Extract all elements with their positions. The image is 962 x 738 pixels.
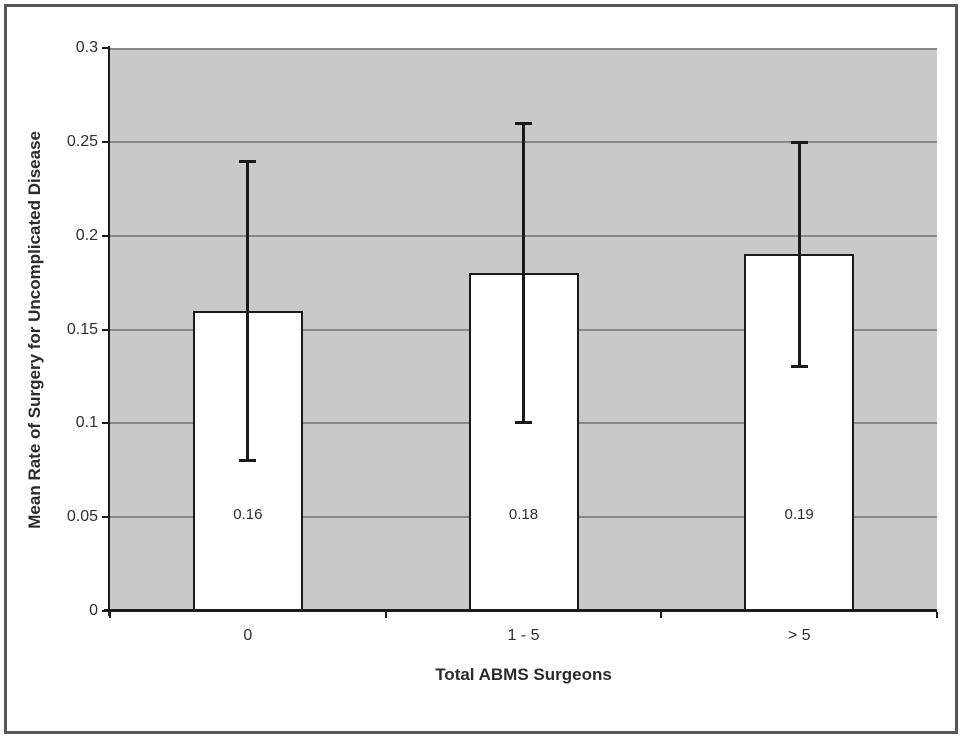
y-tick-label-0.1: 0.1 xyxy=(75,414,98,432)
y-tick-mark-0.3 xyxy=(102,47,110,49)
error-cap-low-> 5 xyxy=(790,365,808,369)
bar-value-label-0.18: 0.18 xyxy=(508,506,539,524)
x-tick-mark-1 xyxy=(384,612,387,618)
x-tick-mark-2 xyxy=(660,612,663,618)
error-bar-0 xyxy=(246,160,250,461)
y-tick-mark-0.25 xyxy=(102,140,110,143)
plot-area: 0.16 0.18 0.19 xyxy=(110,48,937,611)
error-cap-high-> 5 xyxy=(790,140,808,144)
x-category-label-> 5: > 5 xyxy=(787,627,811,644)
error-bar-> 5 xyxy=(797,141,801,368)
error-cap-low-0 xyxy=(239,458,257,462)
y-tick-label-0.05: 0.05 xyxy=(66,508,98,526)
error-cap-high-0 xyxy=(239,159,257,163)
x-axis-title: Total ABMS Surgeons xyxy=(435,665,612,684)
y-tick-mark-0.05 xyxy=(102,516,110,519)
error-bar-1 - 5 xyxy=(522,123,525,424)
y-tick-label-0.3: 0.3 xyxy=(75,39,98,56)
y-tick-label-0.25: 0.25 xyxy=(66,132,98,150)
x-tick-mark-3 xyxy=(936,612,938,618)
bar-value-label-0.16: 0.16 xyxy=(233,506,263,524)
y-tick-label-0: 0 xyxy=(89,602,98,619)
y-axis-line xyxy=(108,46,110,616)
y-tick-mark-0.2 xyxy=(102,234,110,237)
y-tick-label-0.2: 0.2 xyxy=(75,226,98,244)
y-tick-mark-0.1 xyxy=(102,422,110,425)
y-tick-mark-0 xyxy=(102,610,110,612)
x-axis-line xyxy=(104,609,937,612)
error-cap-low-1 - 5 xyxy=(515,421,532,425)
x-tick-mark-0 xyxy=(109,612,111,618)
x-category-label-1 - 5: 1 - 5 xyxy=(507,627,540,644)
y-tick-mark-0.15 xyxy=(102,328,110,331)
x-category-label-0: 0 xyxy=(243,627,253,644)
gridline-0.3 xyxy=(110,48,937,50)
y-tick-label-0.15: 0.15 xyxy=(66,320,98,338)
error-cap-high-1 - 5 xyxy=(515,122,532,126)
bar-value-label-0.19: 0.19 xyxy=(784,506,814,524)
